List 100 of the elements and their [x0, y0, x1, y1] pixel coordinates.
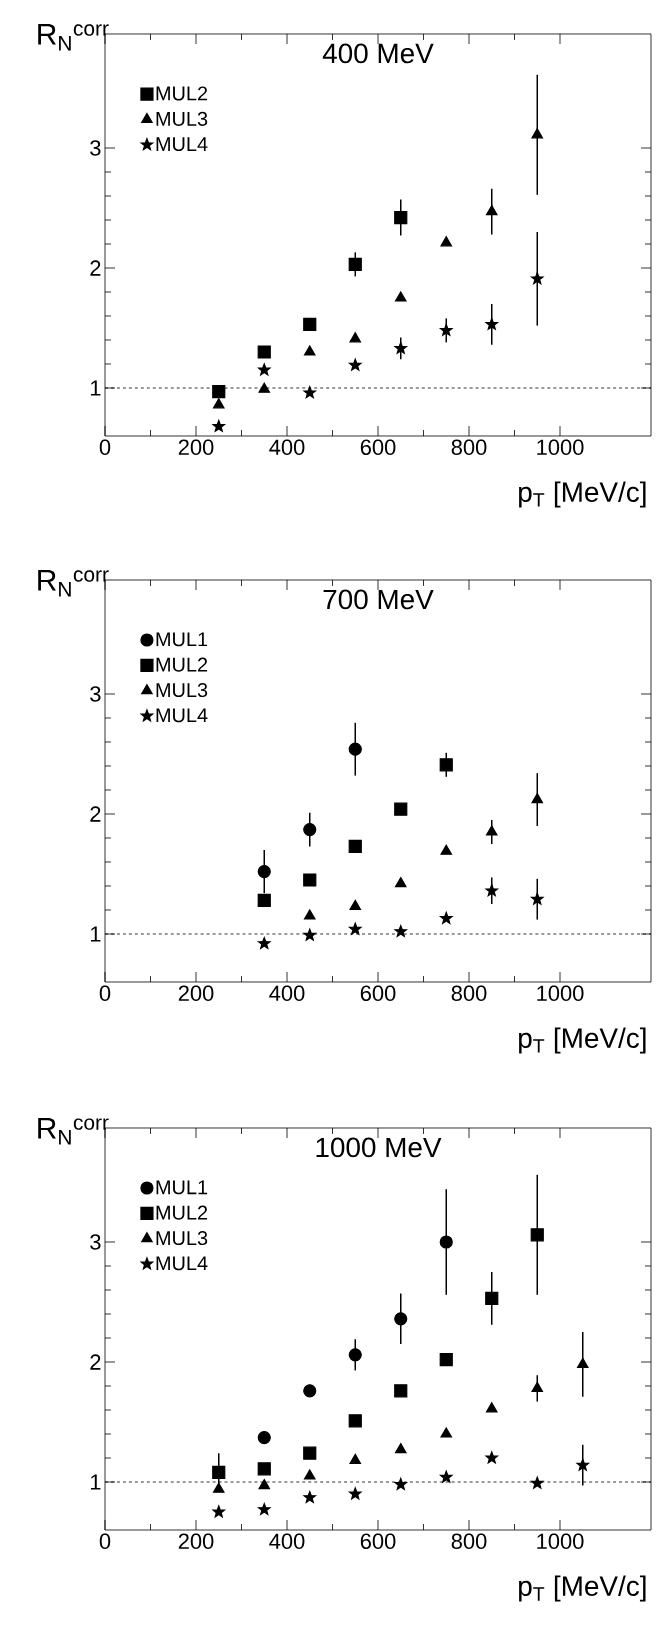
point — [394, 1443, 407, 1454]
x-tick-label: 1000 — [537, 439, 584, 456]
legend-label: MUL4 — [156, 137, 208, 152]
point — [348, 839, 362, 853]
chart-title: 700 MeV — [323, 589, 434, 610]
point — [531, 792, 544, 804]
point — [212, 398, 225, 409]
point — [394, 210, 408, 225]
point — [530, 892, 544, 905]
point — [485, 884, 499, 897]
chart-title: 400 MeV — [322, 43, 434, 64]
x-tick-label: 400 — [269, 1533, 305, 1550]
point — [440, 236, 453, 247]
y-tick-label: 2 — [90, 1354, 101, 1370]
point — [303, 1384, 317, 1398]
x-tick-label: 400 — [269, 985, 305, 1002]
point — [257, 345, 271, 359]
point — [348, 257, 362, 271]
x-tick-label: 200 — [178, 985, 214, 1002]
point — [257, 864, 271, 879]
y-tick-label: 2 — [90, 806, 101, 822]
point — [349, 332, 362, 343]
point — [303, 345, 316, 356]
point — [257, 363, 271, 376]
point — [439, 1353, 453, 1367]
x-tick-label: 200 — [178, 1533, 214, 1550]
point — [394, 802, 408, 816]
x-tick-label: 600 — [360, 1533, 396, 1550]
point — [348, 1487, 362, 1500]
point — [531, 1381, 544, 1392]
point — [394, 924, 408, 938]
y-tick-label: 2 — [90, 260, 101, 276]
point — [576, 1357, 589, 1368]
legend-label: MUL2 — [156, 1205, 208, 1220]
legend-label: MUL4 — [156, 1256, 208, 1271]
x-tick-label: 200 — [178, 439, 214, 456]
x-tick-label: 600 — [360, 985, 396, 1002]
point — [394, 876, 407, 888]
point — [257, 1462, 271, 1476]
y-tick-label: 1 — [90, 380, 101, 396]
y-tick-label: 3 — [90, 1234, 101, 1250]
point — [576, 1458, 590, 1471]
point — [303, 822, 317, 837]
point — [531, 128, 544, 139]
y-tick-label: 1 — [90, 1474, 101, 1490]
point — [439, 911, 453, 924]
point — [439, 758, 453, 772]
point — [394, 1312, 408, 1326]
x-tick-label: 1000 — [537, 985, 584, 1002]
point — [439, 323, 453, 336]
point — [348, 922, 362, 935]
point — [530, 1228, 544, 1242]
legend-label: MUL2 — [156, 86, 208, 101]
point — [212, 1465, 226, 1479]
point — [485, 317, 499, 330]
point — [348, 742, 362, 756]
x-tick-label: 800 — [451, 439, 487, 456]
x-axis-title: p$_{T}$ [MeV/c] — [519, 1027, 646, 1054]
point — [303, 386, 317, 399]
point — [303, 928, 317, 941]
point — [303, 1491, 317, 1504]
point — [530, 1476, 544, 1489]
legend-label: MUL2 — [156, 657, 208, 672]
chart-title: 1000 MeV — [316, 1137, 442, 1158]
point — [394, 341, 408, 354]
point — [439, 1470, 453, 1483]
x-tick-label: 600 — [360, 439, 396, 456]
legend-label: MUL1 — [156, 1180, 208, 1195]
x-axis-title: p$_{T}$ [MeV/c] — [519, 1575, 646, 1602]
point — [439, 1235, 453, 1249]
x-tick-label: 400 — [269, 439, 305, 456]
y-axis-title: R$_{N}$corr — [38, 1118, 109, 1145]
point — [349, 899, 362, 910]
legend-label: MUL3 — [156, 111, 208, 126]
point — [257, 893, 271, 907]
legend-label: MUL4 — [156, 708, 208, 723]
point — [485, 1291, 499, 1305]
point — [394, 1384, 408, 1398]
point — [303, 317, 317, 331]
point — [530, 272, 544, 285]
point — [303, 873, 317, 887]
point — [394, 291, 407, 302]
x-axis-title: p$_{T}$ [MeV/c] — [519, 481, 646, 508]
point — [212, 1482, 225, 1493]
x-tick-label: 0 — [99, 1533, 111, 1550]
point — [349, 1453, 362, 1464]
y-tick-label: 3 — [90, 686, 101, 702]
point — [258, 1479, 271, 1490]
point — [257, 1431, 271, 1445]
x-tick-label: 0 — [99, 439, 111, 456]
point — [303, 1446, 317, 1460]
point — [348, 1414, 362, 1428]
point — [257, 1503, 271, 1516]
point — [485, 1451, 499, 1464]
x-tick-label: 800 — [451, 1533, 487, 1550]
y-tick-label: 3 — [90, 140, 101, 156]
point — [485, 1402, 498, 1413]
legend-label: MUL1 — [156, 632, 208, 647]
point — [303, 1469, 316, 1480]
legend-label: MUL3 — [156, 683, 208, 698]
